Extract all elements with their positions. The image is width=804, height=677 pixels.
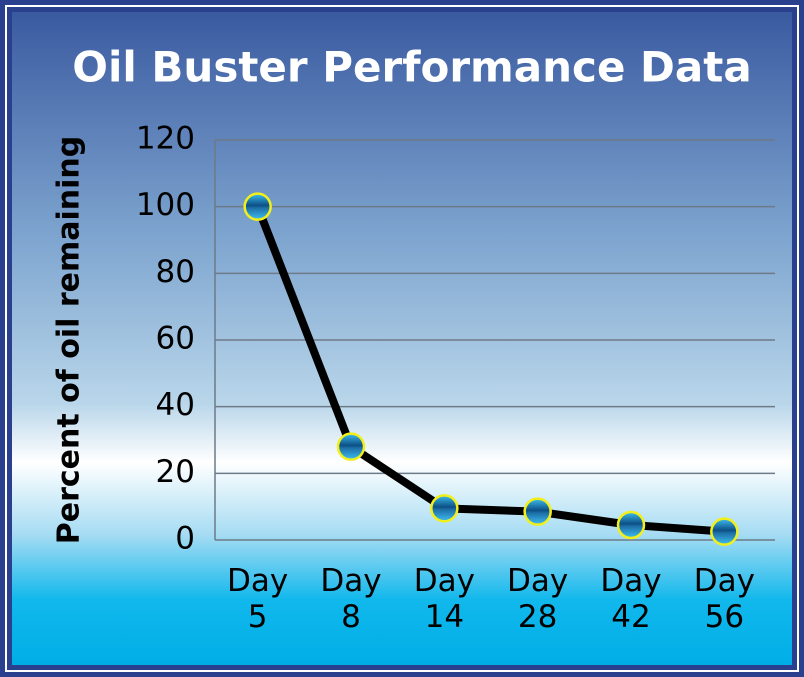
point <box>710 517 739 546</box>
y-tick-label: 120 <box>136 121 195 157</box>
y-tick-label: 40 <box>156 387 195 423</box>
y-tick-label: 60 <box>156 321 195 357</box>
y-tick-label: 80 <box>156 254 195 290</box>
point <box>336 432 366 461</box>
point <box>616 510 646 540</box>
chart-title: Oil Buster Performance Data <box>72 43 751 92</box>
line <box>253 205 725 536</box>
point <box>523 497 552 526</box>
point <box>243 192 272 221</box>
x-tick-label: Day 56 <box>693 563 755 635</box>
x-tick-label: Day 5 <box>227 563 289 635</box>
point <box>430 494 459 523</box>
x-tick-label: Day 28 <box>507 563 569 635</box>
x-tick-label: Day 14 <box>413 563 475 635</box>
y-tick-label: 0 <box>175 521 195 557</box>
frame-line <box>5 5 799 672</box>
y-tick-label: 20 <box>156 454 195 490</box>
y-axis-label: Percent of oil remaining <box>52 136 87 545</box>
x-tick-label: Day 42 <box>600 563 662 635</box>
x-tick-label: Day 8 <box>320 563 382 635</box>
background <box>12 12 792 665</box>
y-tick-label: 100 <box>136 187 195 223</box>
